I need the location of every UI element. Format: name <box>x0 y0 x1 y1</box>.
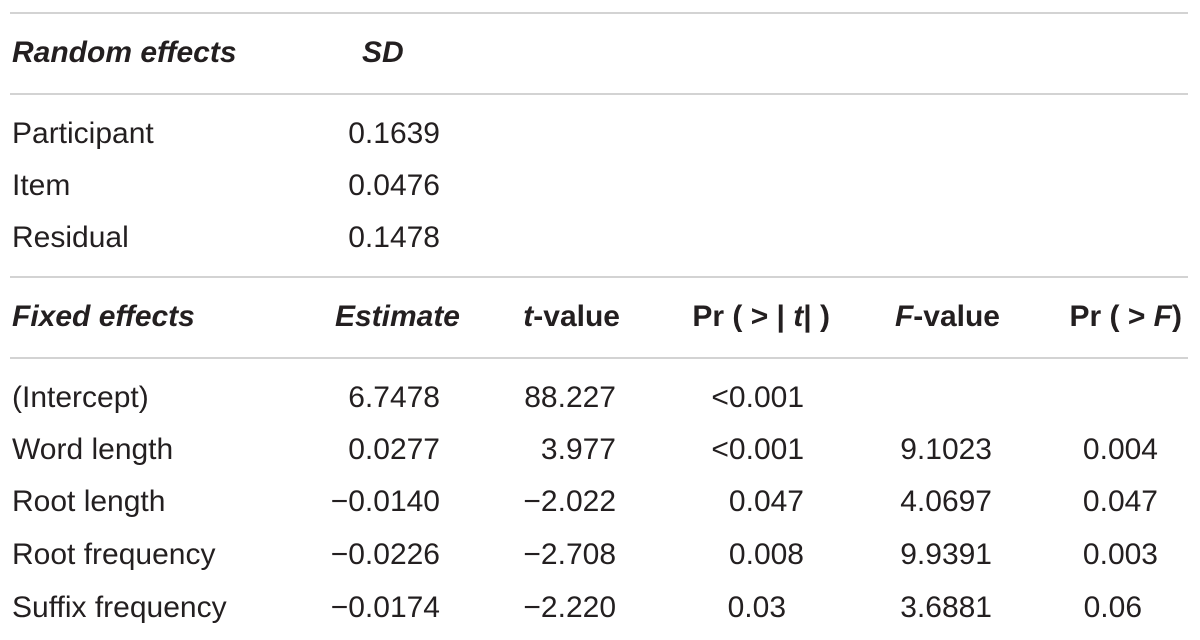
row-label: Root length <box>12 485 166 518</box>
row-label: Participant <box>12 117 154 150</box>
t-value: −2.220 <box>523 591 616 624</box>
row-label: Suffix frequency <box>12 591 227 624</box>
t-value: −2.022 <box>523 485 616 518</box>
random-header-rule <box>10 93 1188 95</box>
pr-t-prefix: Pr ( > | <box>692 300 785 333</box>
pr-t-value: 0.03 <box>727 591 786 624</box>
pr-f-value: 0.06 <box>1083 591 1142 624</box>
sd-heading-text: SD <box>362 36 404 69</box>
t-value: 3.977 <box>540 433 616 466</box>
pr-t-value: <0.001 <box>711 433 804 466</box>
fixed-header-rule <box>10 357 1188 359</box>
t-value-suffix: -value <box>533 300 620 333</box>
t-value: −2.708 <box>523 538 616 571</box>
t-value: 88.227 <box>524 381 616 414</box>
row-label: Root frequency <box>12 538 216 571</box>
fixed-effects-heading-text: Fixed effects <box>12 300 195 333</box>
pr-f-value: 0.047 <box>1082 485 1158 518</box>
t-italic: t <box>523 300 534 333</box>
pr-f-italic: F <box>1153 300 1172 333</box>
estimate-value: −0.0226 <box>330 538 440 571</box>
table-top-rule <box>10 12 1188 14</box>
f-italic: F <box>894 300 914 333</box>
estimate-value: −0.0174 <box>330 591 440 624</box>
t-value-heading: t-value <box>470 300 620 334</box>
random-effects-heading-text: Random effects <box>12 36 237 69</box>
pr-f-value: 0.003 <box>1082 538 1158 571</box>
pr-t-suffix: | ) <box>803 300 830 333</box>
pr-t-heading: Pr ( > | t| ) <box>640 300 830 334</box>
f-value-suffix: -value <box>913 300 1000 333</box>
row-label: Item <box>12 169 71 202</box>
pr-f-value <box>1030 381 1158 415</box>
f-value: 4.0697 <box>900 485 992 518</box>
estimate-value: 6.7478 <box>348 381 440 414</box>
pr-t-value: 0.047 <box>728 485 804 518</box>
pr-t-value: 0.008 <box>728 538 804 571</box>
sd-value: 0.1639 <box>348 117 440 150</box>
estimate-heading: Estimate <box>300 300 460 334</box>
pr-f-prefix: Pr ( > <box>1069 300 1154 333</box>
pr-f-value: 0.004 <box>1082 433 1158 466</box>
f-value: 9.1023 <box>900 433 992 466</box>
row-label: (Intercept) <box>12 381 149 414</box>
row-label: Word length <box>12 433 174 466</box>
estimate-value: −0.0140 <box>330 485 440 518</box>
sd-value: 0.0476 <box>348 169 440 202</box>
estimate-heading-text: Estimate <box>334 300 460 333</box>
row-label: Residual <box>12 221 129 254</box>
pr-t-value: <0.001 <box>711 381 804 414</box>
f-value: 3.6881 <box>900 591 992 624</box>
sd-heading: SD <box>362 36 404 70</box>
sd-value: 0.1478 <box>348 221 440 254</box>
pr-f-suffix: ) <box>1172 300 1182 333</box>
f-value <box>860 381 992 415</box>
pr-f-heading: Pr ( > F) <box>1030 300 1182 334</box>
f-value-heading: F-value <box>860 300 1000 334</box>
section-divider-rule <box>10 276 1188 278</box>
f-value: 9.9391 <box>900 538 992 571</box>
fixed-effects-heading: Fixed effects <box>12 300 195 334</box>
pr-t-italic: t <box>784 300 804 333</box>
random-effects-heading: Random effects <box>12 36 237 70</box>
estimate-value: 0.0277 <box>348 433 440 466</box>
